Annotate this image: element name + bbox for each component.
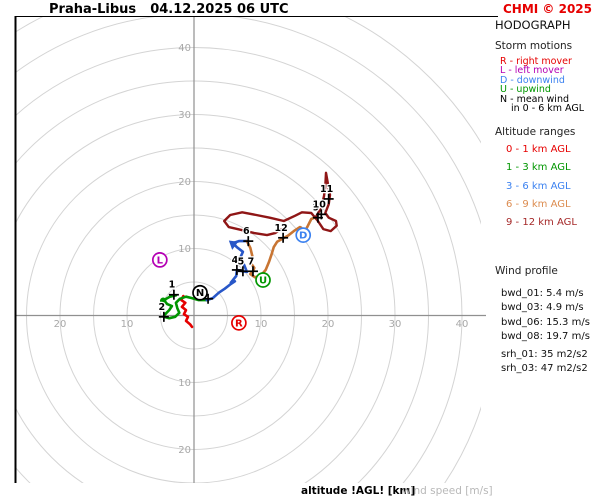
altitude-range-item-1: 1 - 3 km AGL — [506, 162, 571, 174]
wind-profile-bwd-2: bwd_06: 15.3 m/s — [501, 316, 590, 328]
wind-profile-bwd-3: bwd_08: 19.7 m/s — [501, 330, 590, 342]
altitude-ranges-list: 0 - 1 km AGL 1 - 3 km AGL 3 - 6 km AGL 6 - … — [506, 141, 577, 232]
storm-motion-markers: L N U D R — [151, 227, 312, 331]
storm-motion-R: R — [231, 315, 247, 331]
marker-label-7: 7 — [248, 256, 255, 267]
storm-motion-L: L — [151, 252, 168, 268]
wind-profile-bwd-1: bwd_03: 4.9 m/s — [501, 302, 584, 314]
wind-profile-bwd-0: bwd_01: 5.4 m/s — [501, 288, 584, 299]
storm-motion-item-4: N - mean wind — [500, 93, 569, 105]
storm-motion-item-3: U - upwind — [500, 84, 551, 96]
storm-motions-label: Storm motions — [495, 40, 573, 52]
storm-motion-circle-D — [295, 227, 312, 243]
storm-motion-item-5: in 0 - 6 km AGL — [511, 103, 585, 115]
storm-motion-letter-N: N — [196, 288, 204, 299]
marker-label-6: 6 — [243, 226, 250, 237]
grid-ring-35 — [15, 80, 429, 483]
marker-label-9: 9 — [313, 203, 320, 214]
storm-motion-letter-D: D — [299, 231, 307, 242]
trace-0-1-km-agl — [180, 294, 194, 329]
panel-heading: HODOGRAPH — [495, 18, 571, 32]
tick-up-30: 30 — [178, 110, 191, 121]
storm-motion-letter-L: L — [157, 255, 164, 266]
tick-left-20: 20 — [54, 319, 67, 330]
tick-up-20: 20 — [178, 177, 191, 188]
altitude-range-item-2: 3 - 6 km AGL — [506, 180, 571, 192]
tick-up-40: 40 — [178, 43, 191, 54]
marker-label-11: 11 — [320, 184, 333, 195]
wind-profile-label: Wind profile — [495, 265, 558, 277]
storm-motions-list: R - right mover L - left mover D - downwin… — [500, 56, 585, 115]
altitude-marker-4: 4 — [230, 254, 242, 275]
page-title: Praha-Libus 04.12.2025 06 UTC — [49, 2, 289, 17]
tick-right-30: 30 — [389, 319, 402, 330]
altitude-range-item-3: 6 - 9 km AGL — [506, 198, 571, 210]
trace-1-3-km-agl — [162, 294, 208, 320]
x-axis-caption-windspeed: wind speed [m/s] — [402, 485, 493, 497]
storm-motion-circle-L — [151, 252, 168, 268]
storm-motion-U: U — [255, 272, 271, 288]
axes — [14, 16, 498, 483]
copyright-label: CHMI © 2025 — [502, 2, 592, 16]
tick-left-10: 10 — [121, 319, 134, 330]
storm-motion-item-2: D - downwind — [500, 74, 565, 86]
title-datetime: 04.12.2025 06 UTC — [150, 2, 289, 17]
marker-label-1: 1 — [169, 280, 176, 291]
storm-motion-N: N — [192, 284, 208, 301]
altitude-marker-11: 11 — [319, 183, 335, 204]
altitude-marker-1: 1 — [167, 278, 179, 300]
marker-label-10: 10 — [313, 199, 327, 210]
storm-motion-item-0: R - right mover — [500, 56, 572, 67]
tick-down-20: 20 — [178, 445, 191, 456]
marker-label-5: 5 — [238, 256, 245, 267]
storm-motion-item-1: L - left mover — [500, 65, 564, 77]
axis-tick-labels: 10 20 30 40 10 20 10 20 10 20 30 40 — [54, 43, 469, 456]
altitude-marker-2: 2 — [157, 301, 169, 322]
storm-motion-letter-U: U — [259, 275, 267, 286]
grid-ring-40 — [15, 47, 463, 483]
grid-ring-30 — [15, 114, 396, 483]
altitude-marker-12: 12 — [273, 222, 289, 243]
wind-profile-srh-0: srh_01: 35 m2/s2 — [501, 349, 588, 360]
storm-motion-D: D — [295, 227, 312, 243]
altitude-range-item-4: 9 - 12 km AGL — [506, 217, 577, 229]
altitude-marker-5: 5 — [236, 255, 248, 277]
grid-ring-50 — [15, 16, 481, 144]
wind-profile-bwd-list: bwd_01: 5.4 m/s bwd_03: 4.9 m/s bwd_06: 15… — [501, 287, 590, 344]
storm-motion-letter-R: R — [235, 318, 243, 329]
wind-profile-srh-list: srh_01: 35 m2/s2 srh_03: 47 m2/s2 — [501, 348, 588, 376]
x-axis-caption-altitude: altitude !AGL! [km] — [301, 485, 416, 497]
tick-right-20: 20 — [322, 319, 335, 330]
altitude-marker-10: 10 — [311, 198, 328, 220]
altitude-marker-6: 6 — [242, 225, 254, 247]
tick-down-10: 10 — [178, 378, 191, 389]
tick-right-10: 10 — [255, 319, 268, 330]
tick-up-10: 10 — [178, 244, 191, 255]
storm-motion-circle-U — [255, 272, 271, 288]
altitude-range-item-0: 0 - 1 km AGL — [506, 144, 571, 155]
altitude-ranges-label: Altitude ranges — [495, 126, 576, 138]
trace-dot — [159, 297, 167, 304]
marker-label-2: 2 — [159, 302, 166, 313]
marker-label-4: 4 — [232, 255, 239, 266]
trace-arrowhead — [228, 240, 239, 250]
marker-label-12: 12 — [274, 223, 287, 234]
wind-profile-srh-1: srh_03: 47 m2/s2 — [501, 363, 588, 375]
grid-rings — [15, 16, 481, 483]
altitude-marker-7: 7 — [246, 255, 258, 277]
storm-motion-circle-R — [231, 315, 247, 331]
tick-right-40: 40 — [456, 319, 469, 330]
station-name: Praha-Libus — [49, 2, 137, 17]
storm-motion-circle-N — [192, 284, 208, 301]
